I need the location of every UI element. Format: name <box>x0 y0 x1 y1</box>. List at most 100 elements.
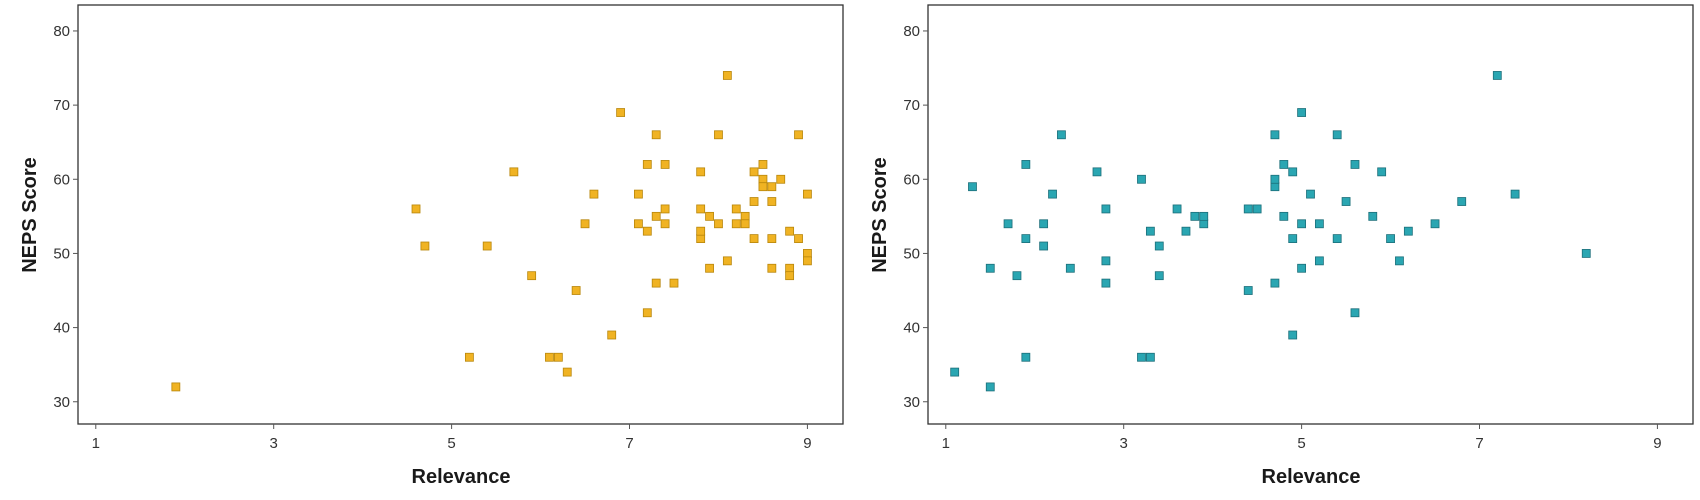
points-group-left <box>171 71 812 392</box>
data-point <box>1199 219 1209 229</box>
points-group-right <box>950 71 1591 392</box>
data-point <box>1368 211 1378 221</box>
data-point <box>758 174 768 184</box>
data-point <box>1297 219 1307 229</box>
data-point <box>545 352 554 362</box>
data-point <box>642 160 652 169</box>
data-point <box>803 189 812 199</box>
data-point <box>1021 234 1031 244</box>
data-point <box>509 167 519 177</box>
data-point <box>740 211 750 221</box>
data-point <box>1065 263 1075 273</box>
data-point <box>758 182 768 192</box>
data-point <box>420 241 430 251</box>
data-point <box>950 367 960 377</box>
data-point <box>749 234 759 244</box>
x-axis-title-right: Relevance <box>1262 466 1361 488</box>
data-point <box>1154 241 1164 251</box>
data-point <box>1341 197 1351 206</box>
data-point <box>1101 204 1111 214</box>
data-point <box>1270 278 1280 288</box>
y-axis-title-right: NEPS Score <box>869 157 891 273</box>
y-tick-label: 40 <box>903 320 920 337</box>
data-point <box>1581 249 1591 258</box>
data-point <box>749 197 759 206</box>
plot-frame <box>927 4 1694 425</box>
data-point <box>589 189 599 199</box>
x-tick-label: 9 <box>1653 435 1661 452</box>
data-point <box>1137 352 1146 362</box>
data-point <box>705 263 714 273</box>
data-point <box>1092 167 1102 177</box>
data-point <box>696 204 706 214</box>
scatter-chart-right: 1 3 5 7 9 30 40 50 60 70 80 Relevance NEPS Score <box>850 0 1700 500</box>
data-point <box>696 226 706 236</box>
data-point <box>651 130 661 140</box>
data-point <box>749 167 759 177</box>
data-point <box>1457 197 1467 206</box>
data-point <box>634 219 643 229</box>
scatter-chart-left: 1 3 5 7 9 30 40 50 60 70 80 Relevance NEPS Score <box>19 4 844 488</box>
data-point <box>985 382 995 392</box>
data-point <box>1297 263 1307 273</box>
data-point <box>1332 234 1342 244</box>
data-point <box>1306 189 1315 199</box>
data-point <box>785 271 795 281</box>
x-tick-label: 3 <box>1120 435 1128 452</box>
data-point <box>1288 330 1298 340</box>
data-point <box>1181 226 1191 236</box>
axes-right: 1 3 5 7 9 30 40 50 60 70 80 <box>903 4 1694 452</box>
x-axis-title-left: Relevance <box>412 466 511 488</box>
y-axis-title-left: NEPS Score <box>19 157 41 273</box>
x-tick-label: 1 <box>92 435 100 452</box>
y-tick-label: 80 <box>903 23 920 40</box>
data-point <box>660 219 670 229</box>
data-point <box>1270 174 1280 184</box>
y-tick-label: 70 <box>903 97 920 114</box>
data-point <box>803 249 812 258</box>
data-point <box>1048 189 1057 199</box>
y-tick-label: 60 <box>903 171 920 188</box>
data-point <box>696 234 706 244</box>
data-point <box>1332 130 1342 140</box>
data-point <box>1243 204 1253 214</box>
data-point <box>562 367 572 377</box>
data-point <box>1288 167 1298 177</box>
data-point <box>580 219 590 229</box>
data-point <box>1270 182 1280 192</box>
data-point <box>740 219 750 229</box>
data-point <box>1057 130 1066 140</box>
data-point <box>527 271 537 281</box>
scatter-plot-left: 1 3 5 7 9 30 40 50 60 70 80 Relevance NEPS Score <box>19 4 844 488</box>
data-point <box>616 108 626 117</box>
data-point <box>803 256 812 266</box>
data-point <box>767 182 777 192</box>
data-point <box>1510 189 1520 199</box>
data-point <box>731 219 741 229</box>
data-point <box>1386 234 1395 244</box>
data-point <box>1190 211 1200 221</box>
data-point <box>1021 160 1031 169</box>
data-point <box>985 263 995 273</box>
data-point <box>482 241 492 251</box>
data-point <box>1012 271 1022 281</box>
data-point <box>669 278 679 288</box>
data-point <box>696 167 706 177</box>
y-tick-label: 60 <box>53 171 70 188</box>
data-point <box>1172 204 1182 214</box>
data-point <box>705 211 714 221</box>
data-point <box>660 204 670 214</box>
x-tick-label: 5 <box>1297 435 1305 452</box>
data-point <box>1270 130 1280 140</box>
x-tick-label: 5 <box>447 435 455 452</box>
y-tick-label: 50 <box>53 245 70 262</box>
data-point <box>794 130 803 140</box>
data-point <box>1145 226 1155 236</box>
y-tick-label: 30 <box>903 394 920 411</box>
data-point <box>1350 308 1360 318</box>
data-point <box>1154 271 1164 281</box>
x-tick-label: 7 <box>1475 435 1483 452</box>
data-point <box>1101 278 1111 288</box>
data-point <box>794 234 803 244</box>
data-point <box>607 330 617 340</box>
